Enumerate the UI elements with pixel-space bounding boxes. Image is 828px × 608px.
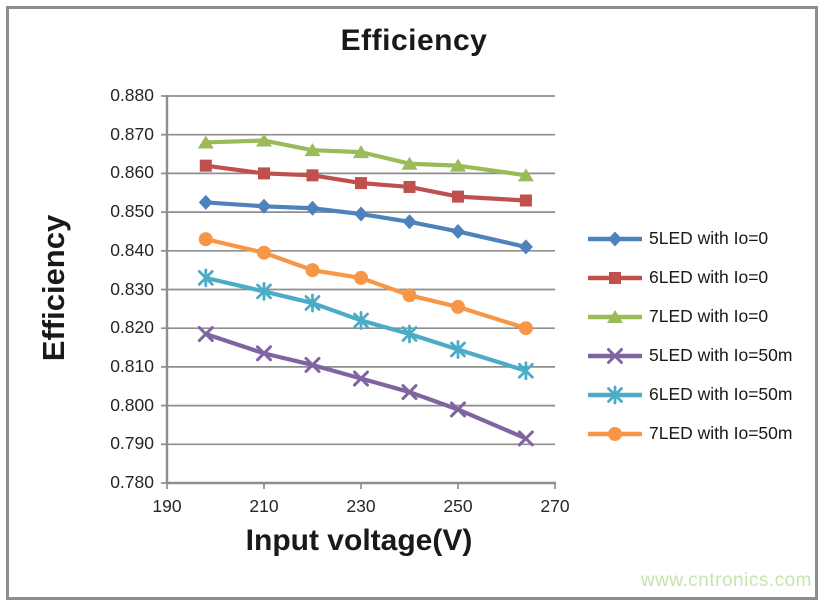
y-tick-label: 0.870 bbox=[110, 123, 154, 144]
y-tick-label: 0.830 bbox=[110, 278, 154, 299]
x-marker bbox=[197, 326, 214, 343]
x-marker bbox=[607, 347, 623, 364]
legend-key-circle-icon bbox=[588, 426, 642, 441]
legend-label: 6LED with Io=50m bbox=[649, 384, 793, 404]
x-axis-title: Input voltage(V) bbox=[245, 524, 473, 557]
x-tick-label: 270 bbox=[540, 496, 570, 516]
y-tick-label: 0.820 bbox=[110, 317, 154, 338]
circle-marker bbox=[608, 426, 622, 441]
triangle-marker bbox=[401, 156, 418, 170]
legend-item-2: 6LED with Io=0 bbox=[588, 258, 792, 297]
star-marker bbox=[353, 311, 369, 330]
y-tick-label: 0.800 bbox=[110, 394, 154, 415]
x-marker bbox=[353, 370, 369, 387]
triangle-marker bbox=[304, 143, 321, 157]
diamond-marker bbox=[518, 239, 533, 255]
legend-label: 7LED with Io=0 bbox=[649, 306, 769, 326]
star-marker bbox=[401, 324, 418, 344]
legend-key-triangle-icon bbox=[588, 309, 642, 323]
triangle-marker bbox=[256, 133, 272, 147]
diamond-marker bbox=[608, 231, 622, 246]
triangle-marker bbox=[197, 135, 214, 149]
star-marker bbox=[607, 385, 623, 404]
square-marker bbox=[258, 167, 270, 180]
legend-label: 6LED with Io=0 bbox=[649, 267, 769, 287]
legend-item-1: 5LED with Io=0 bbox=[588, 219, 792, 258]
x-tick-label: 250 bbox=[443, 496, 473, 516]
legend-item-5: 6LED with Io=50m bbox=[588, 375, 792, 414]
y-tick-label: 0.790 bbox=[110, 433, 154, 454]
y-axis-title: Efficiency bbox=[36, 214, 71, 362]
legend-item-3: 7LED with Io=0 bbox=[588, 297, 792, 336]
square-marker bbox=[199, 159, 212, 172]
chart-title: Efficiency bbox=[340, 24, 488, 57]
legend-label: 5LED with Io=50m bbox=[649, 345, 793, 365]
square-marker bbox=[609, 271, 621, 284]
x-tick-label: 210 bbox=[249, 496, 279, 516]
circle-marker bbox=[198, 232, 213, 247]
diamond-marker bbox=[402, 214, 417, 230]
star-marker bbox=[518, 361, 534, 381]
x-tick-label: 230 bbox=[346, 496, 376, 516]
legend-item-4: 5LED with Io=50m bbox=[588, 336, 792, 375]
diamond-marker bbox=[198, 194, 213, 210]
y-tick-label: 0.880 bbox=[110, 85, 154, 105]
circle-marker bbox=[305, 263, 320, 278]
y-tick-label: 0.840 bbox=[110, 239, 154, 260]
legend-key-diamond-icon bbox=[588, 231, 642, 246]
legend-key-x-icon bbox=[588, 347, 642, 364]
square-marker bbox=[306, 169, 319, 182]
diamond-marker bbox=[305, 200, 320, 216]
x-marker bbox=[304, 356, 321, 373]
y-tick-label: 0.850 bbox=[110, 201, 154, 222]
circle-marker bbox=[257, 245, 271, 260]
triangle-marker bbox=[517, 168, 534, 182]
legend-label: 7LED with Io=50m bbox=[649, 423, 793, 443]
x-marker bbox=[450, 401, 466, 418]
square-marker bbox=[452, 190, 464, 203]
legend-label: 5LED with Io=0 bbox=[649, 228, 769, 248]
square-marker bbox=[403, 180, 416, 193]
x-marker bbox=[256, 345, 272, 362]
y-tick-label: 0.810 bbox=[110, 355, 154, 376]
circle-marker bbox=[518, 321, 533, 336]
diamond-marker bbox=[451, 223, 465, 239]
square-marker bbox=[519, 194, 532, 207]
triangle-marker bbox=[353, 145, 369, 159]
star-marker bbox=[256, 282, 272, 301]
y-tick-label: 0.780 bbox=[110, 472, 154, 492]
series-line-4 bbox=[203, 331, 529, 441]
legend: 5LED with Io=0 6LED with Io=0 7LED with Io… bbox=[588, 219, 792, 453]
star-marker bbox=[197, 268, 214, 288]
chart-frame bbox=[6, 6, 818, 600]
x-marker bbox=[517, 430, 534, 447]
legend-item-6: 7LED with Io=50m bbox=[588, 414, 792, 453]
circle-marker bbox=[402, 288, 417, 303]
diamond-marker bbox=[354, 206, 368, 222]
x-marker bbox=[401, 384, 418, 401]
diamond-marker bbox=[257, 198, 271, 214]
series-line-1 bbox=[203, 200, 529, 250]
square-marker bbox=[355, 177, 367, 190]
circle-marker bbox=[354, 270, 368, 285]
circle-marker bbox=[451, 299, 465, 314]
triangle-marker bbox=[607, 309, 623, 323]
y-tick-label: 0.860 bbox=[110, 162, 154, 183]
legend-key-star-icon bbox=[588, 385, 642, 404]
legend-key-square-icon bbox=[588, 271, 642, 284]
watermark: www.cntronics.com bbox=[640, 570, 812, 591]
star-marker bbox=[304, 293, 321, 313]
triangle-marker bbox=[450, 158, 466, 172]
x-tick-label: 190 bbox=[152, 496, 182, 516]
star-marker bbox=[450, 340, 466, 359]
